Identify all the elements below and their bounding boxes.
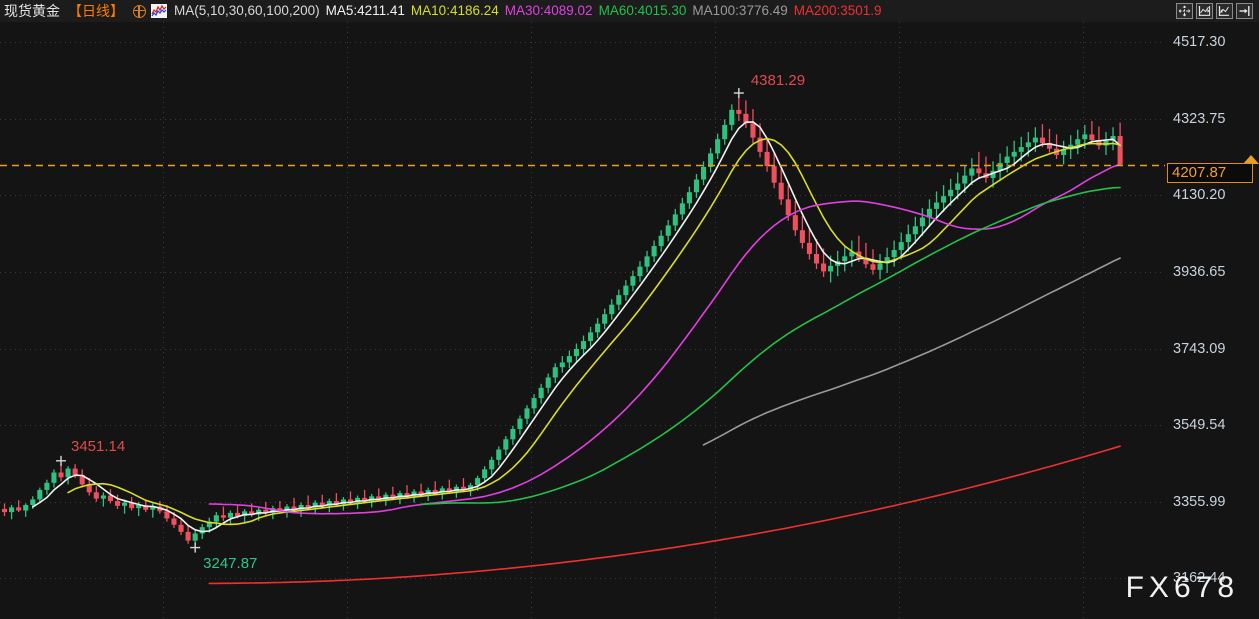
ma-title: MA(5,10,30,60,100,200): [174, 3, 320, 18]
ma10-value: MA10:4186.24: [410, 3, 499, 18]
candlestick-svg: [0, 22, 1165, 619]
axis-tick-7: 3162.44: [1173, 570, 1226, 587]
current-price-arrow: [1243, 154, 1259, 164]
ma200-value: MA200:3501.9: [793, 3, 882, 18]
ma5-value: MA5:4211.41: [325, 3, 405, 18]
axis-tick-5: 3549.54: [1173, 417, 1226, 434]
watermark: FX678: [1125, 571, 1239, 604]
axis-tick-6: 3355.99: [1173, 493, 1226, 510]
price-axis[interactable]: 4517.30 4323.75 4130.20 3936.65 3743.09 3549.…: [1165, 22, 1259, 619]
axis-tick-4: 3743.09: [1173, 340, 1226, 357]
mini-chart-icon[interactable]: [151, 4, 167, 18]
axis-tick-2: 4130.20: [1173, 187, 1226, 204]
scroll-to-end-button[interactable]: [1236, 3, 1253, 19]
annotation-3247-87: 3247.87: [203, 554, 258, 572]
annotation-3451-14: 3451.14: [71, 437, 126, 455]
price-chart-plot[interactable]: [0, 22, 1165, 619]
axis-tick-1: 4323.75: [1173, 110, 1226, 127]
symbol-name: 现货黄金: [4, 3, 60, 19]
current-price-tag: 4207.87: [1167, 162, 1253, 183]
ma30-value: MA30:4089.02: [504, 3, 593, 18]
crosshair-globe-icon[interactable]: [133, 4, 146, 18]
move-crosshair-button[interactable]: [1176, 3, 1193, 19]
align-left-button[interactable]: [1196, 3, 1213, 19]
axis-tick-3: 3936.65: [1173, 263, 1226, 280]
ma100-value: MA100:3776.49: [692, 3, 788, 18]
toolbar: [1176, 3, 1253, 19]
chart-header: 现货黄金 【日线】 MA(5,10,30,60,100,200) MA5:421…: [0, 0, 1259, 22]
align-right-button[interactable]: [1216, 3, 1233, 19]
annotation-4381-29: 4381.29: [750, 72, 806, 90]
symbol-period: 【日线】: [68, 3, 124, 19]
ma60-value: MA60:4015.30: [598, 3, 687, 18]
axis-tick-0: 4517.30: [1173, 34, 1226, 51]
